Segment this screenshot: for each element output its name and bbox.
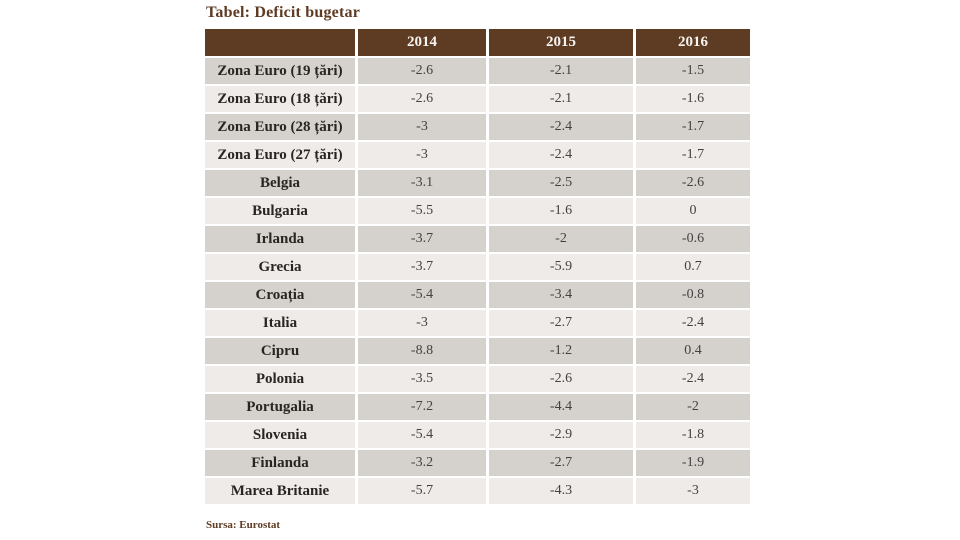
table-row-italia: Italia -3 -2.7 -2.4 [205, 310, 750, 336]
cell-2016: -1.5 [636, 58, 750, 84]
row-label: Zona Euro (28 țări) [205, 114, 355, 140]
table-row-zona-euro-28: Zona Euro (28 țări) -3 -2.4 -1.7 [205, 114, 750, 140]
cell-2014: -3 [358, 114, 486, 140]
cell-2015: -2.6 [489, 366, 633, 392]
table-body: Zona Euro (19 țări) -2.6 -2.1 -1.5 Zona … [205, 58, 750, 504]
cell-2015: -2.5 [489, 170, 633, 196]
cell-2014: -3.2 [358, 450, 486, 476]
budget-deficit-table: 2014 2015 2016 Zona Euro (19 țări) -2.6 … [202, 27, 753, 506]
row-label: Grecia [205, 254, 355, 280]
cell-2016: -3 [636, 478, 750, 504]
row-label: Polonia [205, 366, 355, 392]
table-row-grecia: Grecia -3.7 -5.9 0.7 [205, 254, 750, 280]
cell-2015: -4.3 [489, 478, 633, 504]
row-label: Finlanda [205, 450, 355, 476]
header-cell-2014: 2014 [358, 29, 486, 56]
cell-2015: -2.7 [489, 310, 633, 336]
cell-2016: -0.6 [636, 226, 750, 252]
cell-2014: -3.5 [358, 366, 486, 392]
table-row-cipru: Cipru -8.8 -1.2 0.4 [205, 338, 750, 364]
header-cell-2016: 2016 [636, 29, 750, 56]
table-row-zona-euro-27: Zona Euro (27 țări) -3 -2.4 -1.7 [205, 142, 750, 168]
cell-2016: -2 [636, 394, 750, 420]
cell-2015: -3.4 [489, 282, 633, 308]
row-label: Cipru [205, 338, 355, 364]
table-row-irlanda: Irlanda -3.7 -2 -0.6 [205, 226, 750, 252]
table-row-slovenia: Slovenia -5.4 -2.9 -1.8 [205, 422, 750, 448]
cell-2016: -2.4 [636, 366, 750, 392]
cell-2014: -5.5 [358, 198, 486, 224]
cell-2016: -1.8 [636, 422, 750, 448]
cell-2016: -1.6 [636, 86, 750, 112]
cell-2014: -3.7 [358, 254, 486, 280]
cell-2014: -3 [358, 310, 486, 336]
cell-2014: -3 [358, 142, 486, 168]
header-cell-2015: 2015 [489, 29, 633, 56]
table-title: Tabel: Deficit bugetar [206, 4, 361, 21]
cell-2016: 0 [636, 198, 750, 224]
cell-2014: -5.4 [358, 422, 486, 448]
cell-2014: -3.7 [358, 226, 486, 252]
row-label: Portugalia [205, 394, 355, 420]
row-label: Belgia [205, 170, 355, 196]
cell-2016: 0.4 [636, 338, 750, 364]
cell-2016: -1.7 [636, 142, 750, 168]
table-row-polonia: Polonia -3.5 -2.6 -2.4 [205, 366, 750, 392]
table-row-marea-britanie: Marea Britanie -5.7 -4.3 -3 [205, 478, 750, 504]
table-row-bulgaria: Bulgaria -5.5 -1.6 0 [205, 198, 750, 224]
cell-2015: -2.1 [489, 86, 633, 112]
cell-2015: -1.6 [489, 198, 633, 224]
cell-2014: -2.6 [358, 58, 486, 84]
cell-2016: -2.4 [636, 310, 750, 336]
row-label: Bulgaria [205, 198, 355, 224]
source-note: Sursa: Eurostat [206, 519, 281, 531]
table-row-finlanda: Finlanda -3.2 -2.7 -1.9 [205, 450, 750, 476]
row-label: Italia [205, 310, 355, 336]
row-label: Zona Euro (19 țări) [205, 58, 355, 84]
cell-2014: -5.4 [358, 282, 486, 308]
cell-2014: -3.1 [358, 170, 486, 196]
header-row: 2014 2015 2016 [205, 29, 750, 56]
cell-2016: -1.7 [636, 114, 750, 140]
table-row-zona-euro-19: Zona Euro (19 țări) -2.6 -2.1 -1.5 [205, 58, 750, 84]
cell-2015: -2.4 [489, 142, 633, 168]
cell-2015: -2.1 [489, 58, 633, 84]
header-corner-cell [205, 29, 355, 56]
cell-2015: -2.9 [489, 422, 633, 448]
cell-2015: -5.9 [489, 254, 633, 280]
cell-2015: -4.4 [489, 394, 633, 420]
cell-2014: -8.8 [358, 338, 486, 364]
cell-2016: -1.9 [636, 450, 750, 476]
table-row-croatia: Croația -5.4 -3.4 -0.8 [205, 282, 750, 308]
cell-2014: -5.7 [358, 478, 486, 504]
cell-2016: 0.7 [636, 254, 750, 280]
row-label: Croația [205, 282, 355, 308]
cell-2014: -2.6 [358, 86, 486, 112]
cell-2015: -2 [489, 226, 633, 252]
table-header: 2014 2015 2016 [205, 29, 750, 56]
cell-2015: -1.2 [489, 338, 633, 364]
cell-2016: -2.6 [636, 170, 750, 196]
table-row-belgia: Belgia -3.1 -2.5 -2.6 [205, 170, 750, 196]
table-row-portugalia: Portugalia -7.2 -4.4 -2 [205, 394, 750, 420]
row-label: Slovenia [205, 422, 355, 448]
cell-2016: -0.8 [636, 282, 750, 308]
row-label: Irlanda [205, 226, 355, 252]
cell-2015: -2.7 [489, 450, 633, 476]
row-label: Zona Euro (18 țări) [205, 86, 355, 112]
row-label: Marea Britanie [205, 478, 355, 504]
cell-2014: -7.2 [358, 394, 486, 420]
table-row-zona-euro-18: Zona Euro (18 țări) -2.6 -2.1 -1.6 [205, 86, 750, 112]
row-label: Zona Euro (27 țări) [205, 142, 355, 168]
cell-2015: -2.4 [489, 114, 633, 140]
